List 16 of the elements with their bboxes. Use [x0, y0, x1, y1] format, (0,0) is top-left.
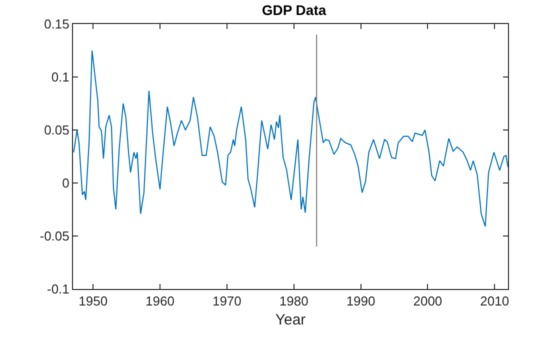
x-tick-label: 1990: [346, 294, 376, 309]
y-tick-label: -0.1: [46, 282, 70, 297]
y-tick-label: -0.05: [40, 228, 70, 244]
chart-title: GDP Data: [262, 2, 326, 18]
x-tick-label: 1980: [279, 294, 308, 309]
x-tick-label: 1950: [78, 294, 108, 309]
x-tick-label: 2000: [413, 294, 442, 309]
x-tick-label: 2010: [480, 294, 510, 309]
line-series: [73, 50, 508, 228]
y-tick-label: 0.05: [44, 122, 70, 138]
y-tick-label: 0: [62, 176, 70, 191]
x-tick-label: 1970: [212, 294, 242, 309]
y-tick-label: 0.15: [44, 16, 70, 32]
y-tick-label: 0.1: [51, 70, 70, 85]
x-axis-title: Year: [275, 312, 306, 329]
x-tick-label: 1960: [146, 294, 174, 309]
